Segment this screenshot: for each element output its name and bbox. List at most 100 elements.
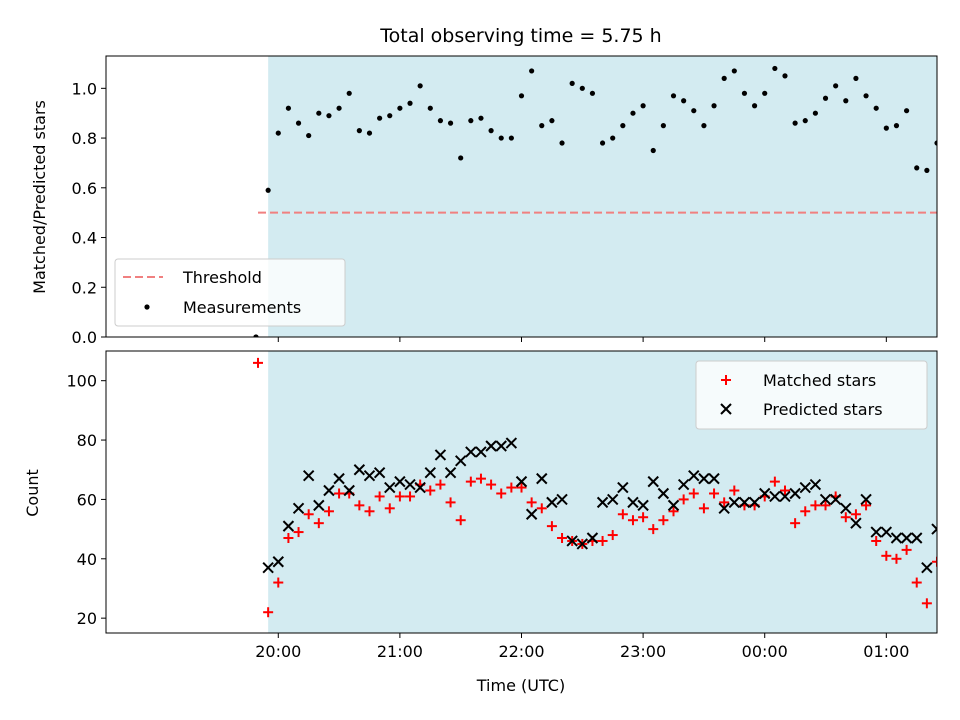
measurement-point — [306, 132, 312, 139]
measurement-point — [569, 80, 575, 86]
matched-star-point — [719, 497, 730, 508]
matched-star-point — [627, 515, 638, 526]
matched-star-point — [455, 515, 466, 526]
predicted-star-point — [434, 449, 447, 461]
matched-star-point — [921, 598, 932, 609]
predicted-star-point — [900, 532, 913, 544]
matched-star-point — [283, 533, 294, 544]
predicted-star-mark-b — [566, 535, 578, 547]
matched-star-point — [800, 506, 811, 517]
predicted-star-point — [708, 472, 720, 485]
measurement-point — [934, 140, 937, 146]
predicted-star-point — [495, 440, 507, 452]
measurement-point — [650, 147, 656, 154]
x-tick-label: 20:00 — [255, 642, 301, 661]
predicted-star-point — [333, 472, 345, 485]
measurement-point — [265, 187, 271, 193]
predicted-star-mark-b — [748, 496, 761, 509]
matched-star-point — [810, 500, 821, 511]
predicted-star-mark-b — [688, 469, 700, 482]
predicted-star-mark-b — [647, 475, 659, 488]
predicted-star-mark-b — [313, 499, 325, 512]
legend-matched-label: Matched stars — [763, 371, 876, 390]
matched-star-point — [486, 479, 497, 490]
measurement-point — [316, 110, 322, 116]
predicted-star-point — [262, 561, 274, 574]
measurement-point — [711, 103, 717, 109]
predicted-star-mark-b — [789, 487, 801, 500]
matched-star-point — [840, 512, 851, 523]
matched-star-point — [779, 485, 790, 496]
measurement-point — [478, 115, 484, 121]
predicted-star-point — [738, 496, 751, 509]
matched-star-point — [496, 488, 507, 499]
predicted-star-mark-b — [900, 532, 913, 544]
predicted-star-point — [546, 496, 558, 509]
predicted-star-point — [921, 561, 933, 574]
matched-star-point — [638, 512, 649, 523]
matched-star-point — [607, 530, 618, 541]
top-legend: Threshold Measurements — [114, 258, 346, 327]
predicted-star-mark-b — [454, 455, 467, 467]
measurement-point — [630, 110, 636, 116]
matched-star-point — [293, 527, 304, 538]
predicted-star-mark-b — [942, 539, 952, 549]
predicted-star-point — [819, 493, 832, 506]
predicted-star-point — [525, 508, 538, 520]
predicted-star-mark-b — [931, 527, 937, 535]
x-tick-label: 01:00 — [863, 642, 909, 661]
predicted-star-point — [779, 490, 791, 503]
predicted-star-point — [952, 545, 960, 555]
predicted-star-mark-a — [952, 545, 960, 555]
x-tick-label: 21:00 — [377, 642, 423, 661]
matched-star-point — [952, 586, 960, 596]
legend-box — [695, 360, 928, 430]
predicted-star-point — [728, 496, 741, 509]
bottom-y-tick-label: 60 — [77, 490, 97, 509]
predicted-star-mark-b — [890, 532, 903, 544]
top-observing-span — [268, 56, 937, 337]
measurement-point — [437, 118, 444, 124]
predicted-star-mark-b — [404, 478, 416, 491]
measurement-point — [589, 90, 596, 96]
predicted-star-mark-b — [333, 472, 345, 485]
predicted-star-mark-b — [323, 484, 335, 497]
matched-star-point — [658, 515, 669, 526]
predicted-star-point — [596, 496, 609, 509]
measurement-point — [741, 90, 748, 96]
matched-star-point — [253, 357, 264, 368]
measurement-point — [377, 115, 383, 121]
matched-star-point — [313, 518, 324, 529]
predicted-star-mark-b — [495, 440, 507, 452]
predicted-star-point — [647, 475, 659, 488]
predicted-star-point — [667, 499, 680, 512]
legend-predicted-swatch-b — [720, 403, 732, 415]
measurement-point — [539, 123, 545, 129]
predicted-star-point — [840, 502, 852, 515]
predicted-star-point — [890, 532, 903, 544]
matched-star-point — [273, 577, 284, 588]
predicted-star-point — [677, 478, 690, 491]
predicted-star-mark-b — [262, 561, 274, 574]
predicted-star-mark-b — [677, 478, 690, 491]
predicted-star-mark-b — [444, 466, 457, 479]
measurement-point — [762, 90, 768, 96]
predicted-star-point — [384, 481, 396, 494]
bottom-panel: 20:0021:0022:0023:0000:0001:0002:0020406… — [66, 350, 960, 661]
top-y-tick-label: 0.4 — [72, 229, 97, 248]
predicted-star-point — [353, 464, 366, 476]
predicted-star-mark-b — [718, 502, 730, 515]
predicted-star-point — [282, 520, 295, 532]
measurement-point — [772, 65, 778, 72]
top-y-tick-label: 0.2 — [72, 278, 97, 297]
predicted-star-mark-b — [850, 517, 862, 529]
top-y-axis-label: Matched/Predicted stars — [30, 100, 49, 294]
predicted-star-mark-b — [546, 496, 558, 509]
predicted-star-point — [272, 556, 284, 568]
bottom-y-tick-label: 80 — [77, 431, 97, 450]
predicted-star-point — [414, 481, 426, 494]
matched-star-point — [891, 553, 902, 564]
matched-star-point — [678, 494, 689, 505]
matched-star-point — [263, 607, 274, 618]
matched-star-point — [516, 482, 527, 493]
